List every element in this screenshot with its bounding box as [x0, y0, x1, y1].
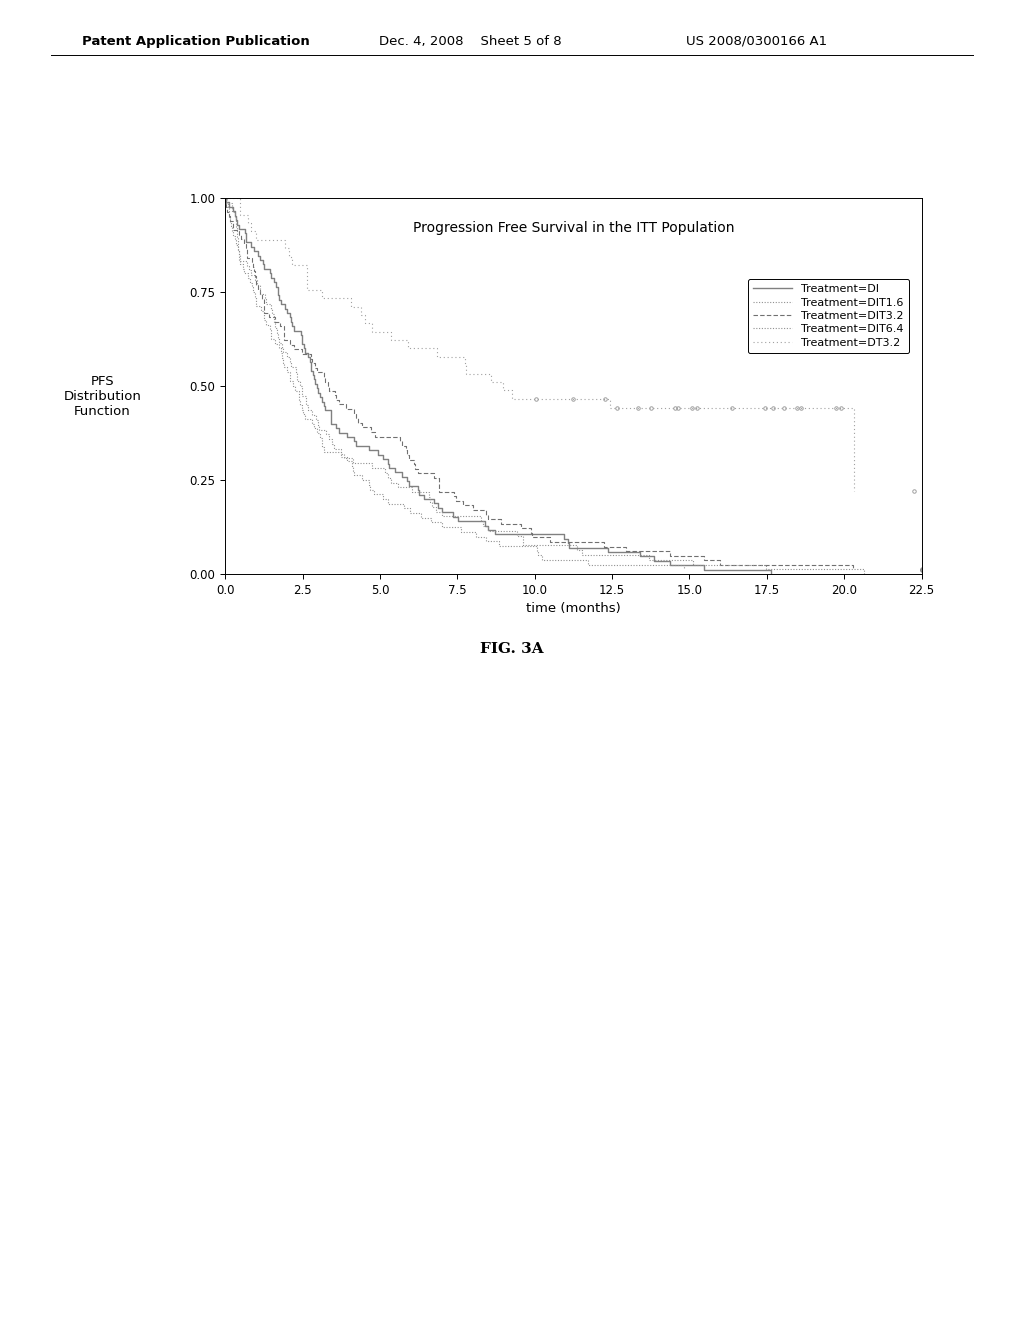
Text: FIG. 3A: FIG. 3A [480, 643, 544, 656]
Legend: Treatment=DI, Treatment=DIT1.6, Treatment=DIT3.2, Treatment=DIT6.4, Treatment=DT: Treatment=DI, Treatment=DIT1.6, Treatmen… [748, 279, 909, 354]
Text: Patent Application Publication: Patent Application Publication [82, 34, 309, 48]
Text: PFS
Distribution
Function: PFS Distribution Function [63, 375, 141, 417]
X-axis label: time (months): time (months) [526, 602, 621, 615]
Text: Dec. 4, 2008    Sheet 5 of 8: Dec. 4, 2008 Sheet 5 of 8 [379, 34, 561, 48]
Text: US 2008/0300166 A1: US 2008/0300166 A1 [686, 34, 827, 48]
Text: Progression Free Survival in the ITT Population: Progression Free Survival in the ITT Pop… [413, 220, 734, 235]
